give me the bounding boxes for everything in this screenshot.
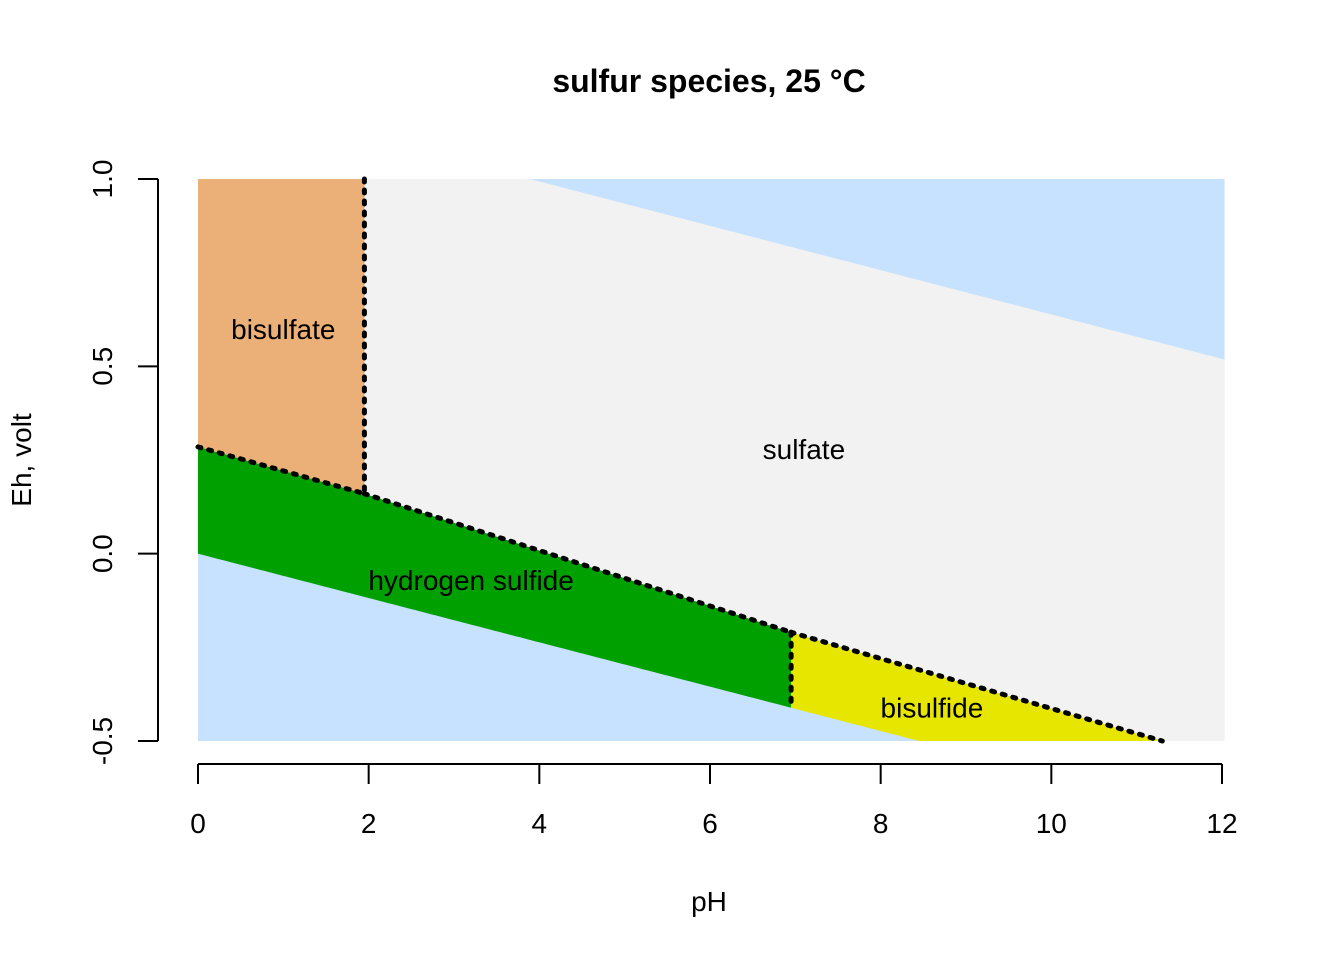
hydrogen-sulfide-field [198, 446, 792, 708]
x-ticks: 0 2 4 6 8 10 12 [190, 764, 1238, 839]
y-tick-label: -0.5 [87, 717, 118, 765]
x-tick-label: 4 [532, 808, 548, 839]
y-tick-label: 0.0 [87, 534, 118, 573]
y-tick-label: 1.0 [87, 160, 118, 199]
boundary-bisulfate-hydrogen-sulfide [195, 444, 367, 497]
field-label-sulfate: sulfate [763, 434, 846, 465]
y-axis-label: Eh, volt [6, 413, 37, 507]
x-tick-label: 8 [873, 808, 889, 839]
x-tick-label: 2 [361, 808, 377, 839]
field-label-hydrogen-sulfide: hydrogen sulfide [368, 565, 573, 596]
chart-title: sulfur species, 25 °C [552, 63, 865, 99]
field-boundaries [195, 176, 1165, 744]
x-axis: 0 2 4 6 8 10 12 [190, 763, 1238, 839]
stability-fields [198, 179, 1225, 741]
boundary-sulfate-hydrogen-sulfide [361, 491, 794, 635]
field-label-bisulfate: bisulfate [231, 314, 335, 345]
bisulfate-field [198, 179, 365, 494]
field-label-bisulfide: bisulfide [881, 692, 984, 723]
y-tick-label: 0.5 [87, 347, 118, 386]
x-tick-label: 6 [702, 808, 718, 839]
field-labels: bisulfate sulfate hydrogen sulfide bisulfid… [231, 314, 983, 723]
boundary-sulfate-bisulfide [788, 629, 1165, 744]
x-axis-label: pH [691, 886, 727, 917]
y-ticks: -0.5 0.0 0.5 1.0 [87, 160, 158, 765]
sulfate-field [364, 179, 1225, 741]
x-tick-label: 0 [190, 808, 206, 839]
y-axis: -0.5 0.0 0.5 1.0 [87, 160, 159, 765]
x-tick-label: 12 [1206, 808, 1237, 839]
x-tick-label: 10 [1036, 808, 1067, 839]
